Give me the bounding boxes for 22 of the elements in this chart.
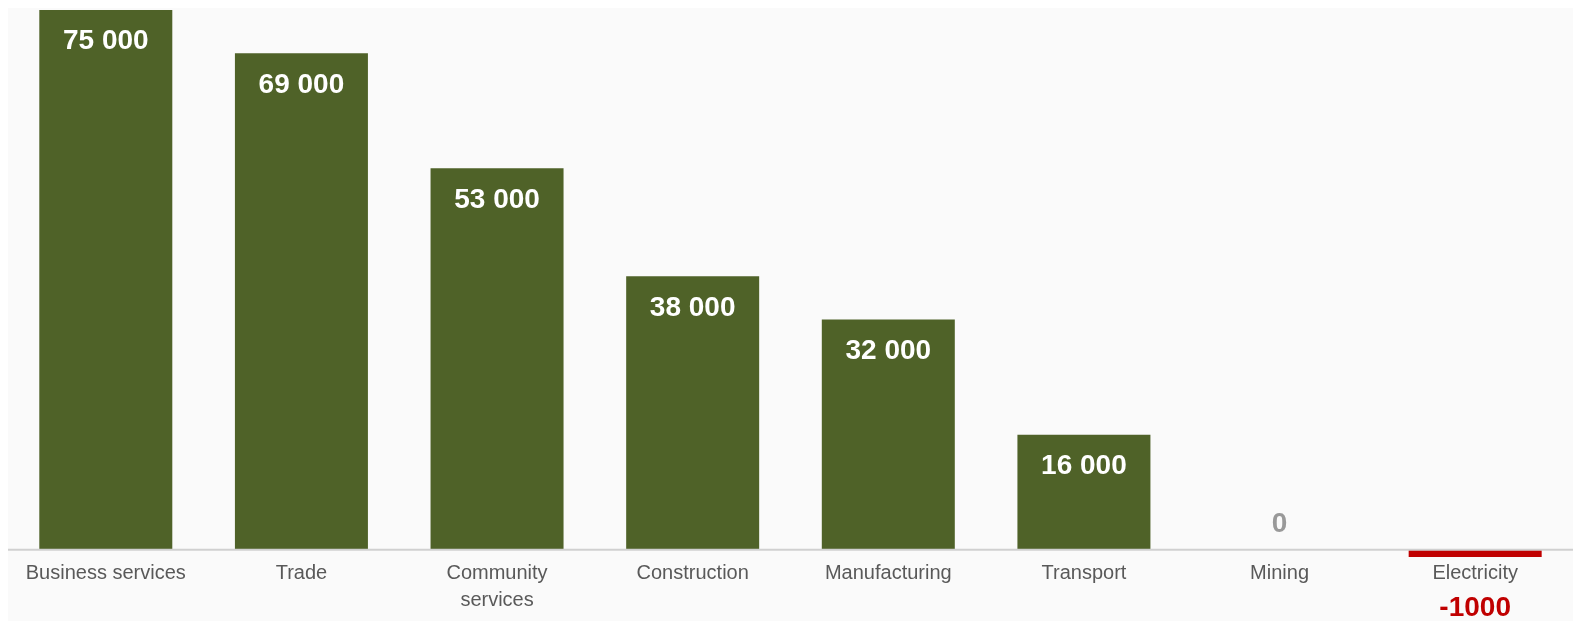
data-label: 32 000 xyxy=(845,333,932,365)
data-label: -1000 xyxy=(1439,591,1511,623)
x-tick-label: Manufacturing xyxy=(824,561,952,583)
x-tick-label: Business services xyxy=(25,561,186,583)
x-tick-label: Electricity xyxy=(1432,561,1518,583)
x-tick-label: Construction xyxy=(636,561,749,583)
data-label: 69 000 xyxy=(258,67,345,99)
data-label: 16 000 xyxy=(1041,449,1127,481)
bar xyxy=(821,319,955,550)
data-label: 0 xyxy=(1271,507,1288,539)
bar xyxy=(626,276,760,550)
x-tick-label: Mining xyxy=(1250,561,1310,583)
data-label: 38 000 xyxy=(649,290,736,322)
bar xyxy=(39,10,173,550)
data-label: 53 000 xyxy=(454,182,540,214)
bar xyxy=(430,168,564,550)
bar xyxy=(234,53,368,550)
data-label: 75 000 xyxy=(62,24,149,56)
bar xyxy=(1017,434,1151,550)
x-tick-label: Trade xyxy=(275,561,328,583)
x-tick-label: Transport xyxy=(1041,561,1127,583)
x-tick-label: Community services xyxy=(446,561,548,610)
